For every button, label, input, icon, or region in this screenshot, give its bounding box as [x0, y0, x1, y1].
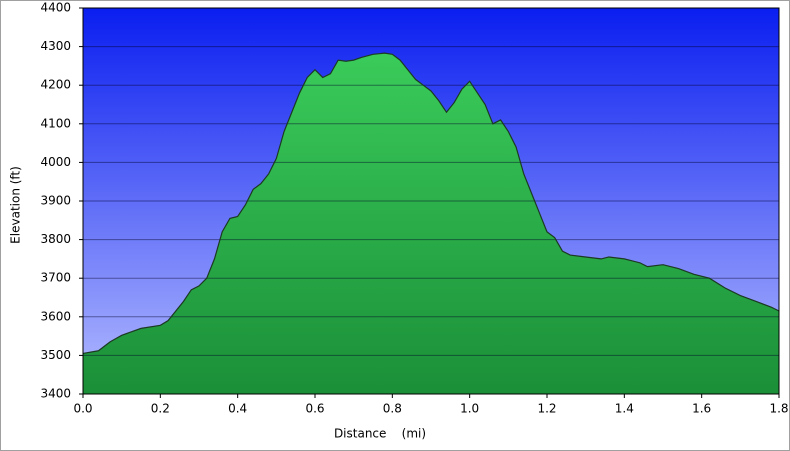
y-tick-label: 3400	[40, 387, 71, 401]
x-axis-label: Distance (mi)	[334, 427, 426, 441]
y-tick-label: 3800	[40, 232, 71, 246]
y-tick-label: 3600	[40, 309, 71, 323]
x-tick-label: 0.0	[73, 402, 92, 416]
y-tick-label: 3500	[40, 348, 71, 362]
x-tick-label: 1.0	[460, 402, 479, 416]
y-tick-label: 4200	[40, 78, 71, 92]
y-tick-label: 4000	[40, 155, 71, 169]
x-tick-label: 0.4	[228, 402, 247, 416]
area-fill	[83, 53, 779, 395]
y-tick-label: 4300	[40, 39, 71, 53]
y-tick-label: 4400	[40, 1, 71, 15]
area-outline	[82, 52, 780, 355]
x-tick-label: 1.4	[615, 402, 634, 416]
x-tick-label: 0.6	[305, 402, 324, 416]
x-tick-label: 0.8	[383, 402, 402, 416]
y-tick-label: 3700	[40, 271, 71, 285]
x-tick-label: 0.2	[151, 402, 170, 416]
y-tick-label: 4100	[40, 116, 71, 130]
y-axis-label: Elevation (ft)	[9, 166, 23, 244]
x-tick-label: 1.8	[769, 402, 788, 416]
x-tick-label: 1.2	[537, 402, 556, 416]
x-tick-label: 1.6	[692, 402, 711, 416]
y-tick-label: 3900	[40, 194, 71, 208]
